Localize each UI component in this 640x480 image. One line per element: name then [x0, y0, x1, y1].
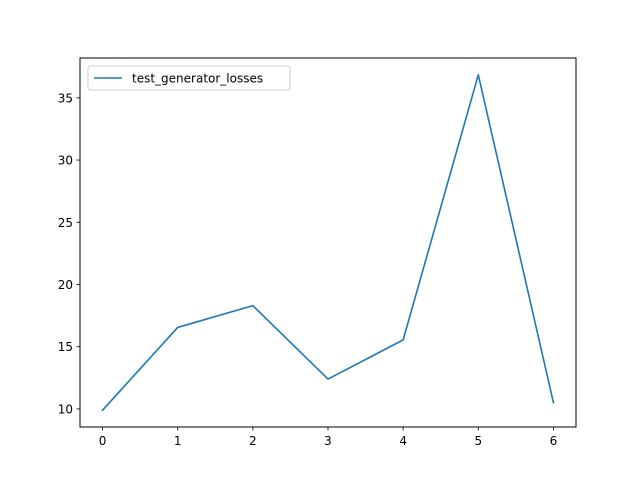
- y-tick-label: 20: [58, 278, 73, 292]
- x-tick-label: 3: [324, 434, 332, 448]
- x-tick-label: 0: [99, 434, 107, 448]
- y-tick-label: 30: [58, 154, 73, 168]
- legend-box: [87, 65, 291, 91]
- plot-frame: [79, 57, 577, 428]
- legend: test_generator_losses: [87, 65, 291, 91]
- x-tick-label: 2: [249, 434, 257, 448]
- x-tick-label: 1: [174, 434, 182, 448]
- ticks-layer: 0 1 2 3 4 5 6 10 15 20 25 30 35: [58, 91, 558, 448]
- series-line-test_generator_losses: [101, 74, 555, 412]
- series-layer: [101, 74, 555, 412]
- x-tick-label: 5: [474, 434, 482, 448]
- x-tick-label: 4: [399, 434, 407, 448]
- y-tick-label: 35: [58, 91, 73, 105]
- y-tick-label: 10: [58, 402, 73, 416]
- legend-label: test_generator_losses: [132, 72, 263, 86]
- y-tick-label: 25: [58, 216, 73, 230]
- x-tick-label: 6: [550, 434, 558, 448]
- y-tick-label: 15: [58, 340, 73, 354]
